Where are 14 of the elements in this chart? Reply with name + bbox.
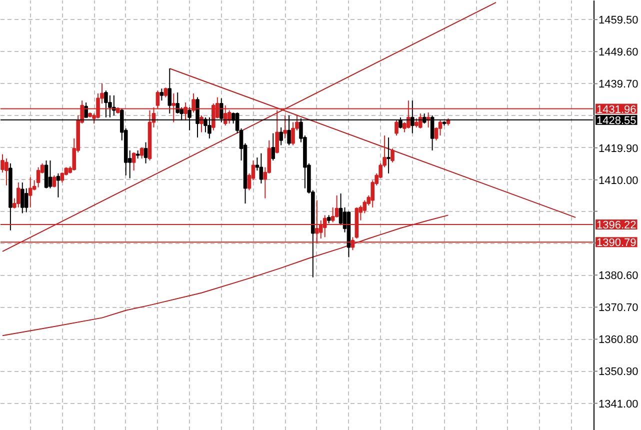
ref-line-label: 1431.96 [596, 104, 636, 116]
y-tick-label: 1370.70 [598, 302, 638, 314]
ref-line-label: 1396.22 [596, 220, 636, 232]
y-tick-label: 1341.00 [598, 398, 638, 410]
y-tick-label: 1360.80 [598, 334, 638, 346]
y-tick-label: 1410.00 [598, 174, 638, 187]
ref-line-label: 1428.55 [596, 114, 636, 127]
y-tick-label: 1459.50 [598, 14, 638, 27]
y-tick-label: 1449.60 [598, 46, 638, 59]
y-tick-label: 1439.70 [598, 78, 638, 91]
ref-line-label: 1390.79 [596, 237, 636, 250]
y-tick-label: 1350.90 [598, 366, 638, 378]
y-tick-label: 1419.90 [598, 142, 638, 155]
y-tick-label: 1380.60 [598, 270, 638, 282]
